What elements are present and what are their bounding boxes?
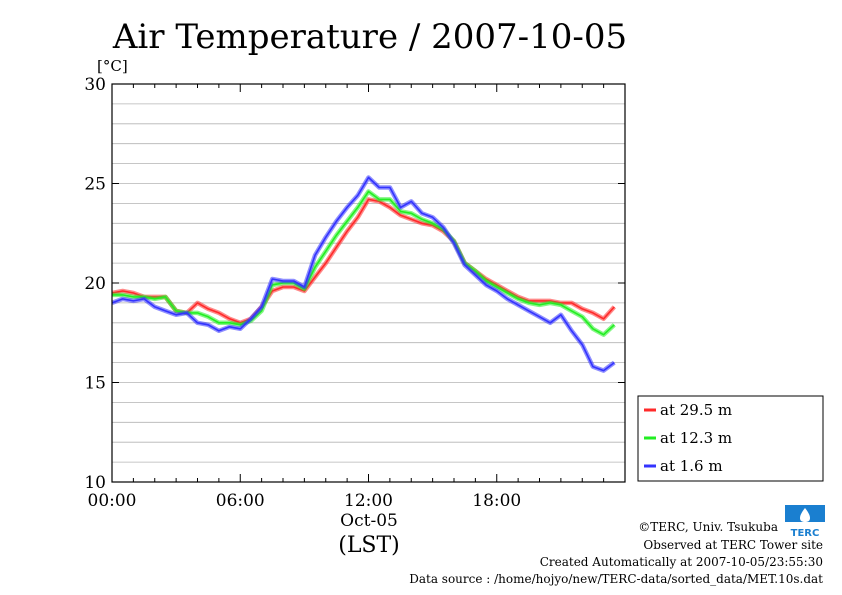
x-tick-label: 18:00: [472, 491, 521, 511]
y-tick-label: 20: [84, 274, 106, 294]
y-tick-label: 10: [84, 473, 106, 493]
grid-lines: [112, 103, 625, 463]
footer-observed: Observed at TERC Tower site: [643, 538, 823, 552]
series-line: [111, 176, 615, 372]
series-line: [112, 190, 615, 336]
y-axis-unit: [°C]: [97, 57, 128, 75]
legend-box: [637, 395, 824, 482]
x-tick-label: 06:00: [216, 491, 265, 511]
y-axis: 10 15 20 25 30: [84, 75, 625, 493]
x-axis-title: (LST): [338, 533, 400, 558]
logo-text: TERC: [791, 528, 820, 539]
footer-source: Data source : /home/hojyo/new/TERC-data/…: [409, 572, 823, 586]
legend-label: at 1.6 m: [660, 457, 723, 475]
legend: at 29.5 m at 12.3 m at 1.6 m: [644, 401, 732, 475]
series-lines: [111, 175, 616, 373]
y-tick-label: 30: [84, 75, 106, 95]
footer-created: Created Automatically at 2007-10-05/23:5…: [540, 555, 823, 569]
series-line: [111, 198, 615, 324]
legend-label: at 12.3 m: [660, 429, 732, 447]
y-tick-label: 15: [84, 374, 106, 394]
footer-copyright: ©TERC, Univ. Tsukuba: [638, 520, 778, 534]
chart-title: Air Temperature / 2007-10-05: [112, 17, 627, 57]
x-axis: 00:00 06:00 12:00 18:00: [88, 84, 626, 511]
terc-logo: TERC: [785, 505, 825, 539]
legend-label: at 29.5 m: [660, 401, 732, 419]
x-tick-label: 12:00: [344, 491, 393, 511]
y-tick-label: 25: [84, 175, 106, 195]
x-tick-label: 00:00: [88, 491, 137, 511]
x-axis-date-label: Oct-05: [340, 511, 398, 531]
